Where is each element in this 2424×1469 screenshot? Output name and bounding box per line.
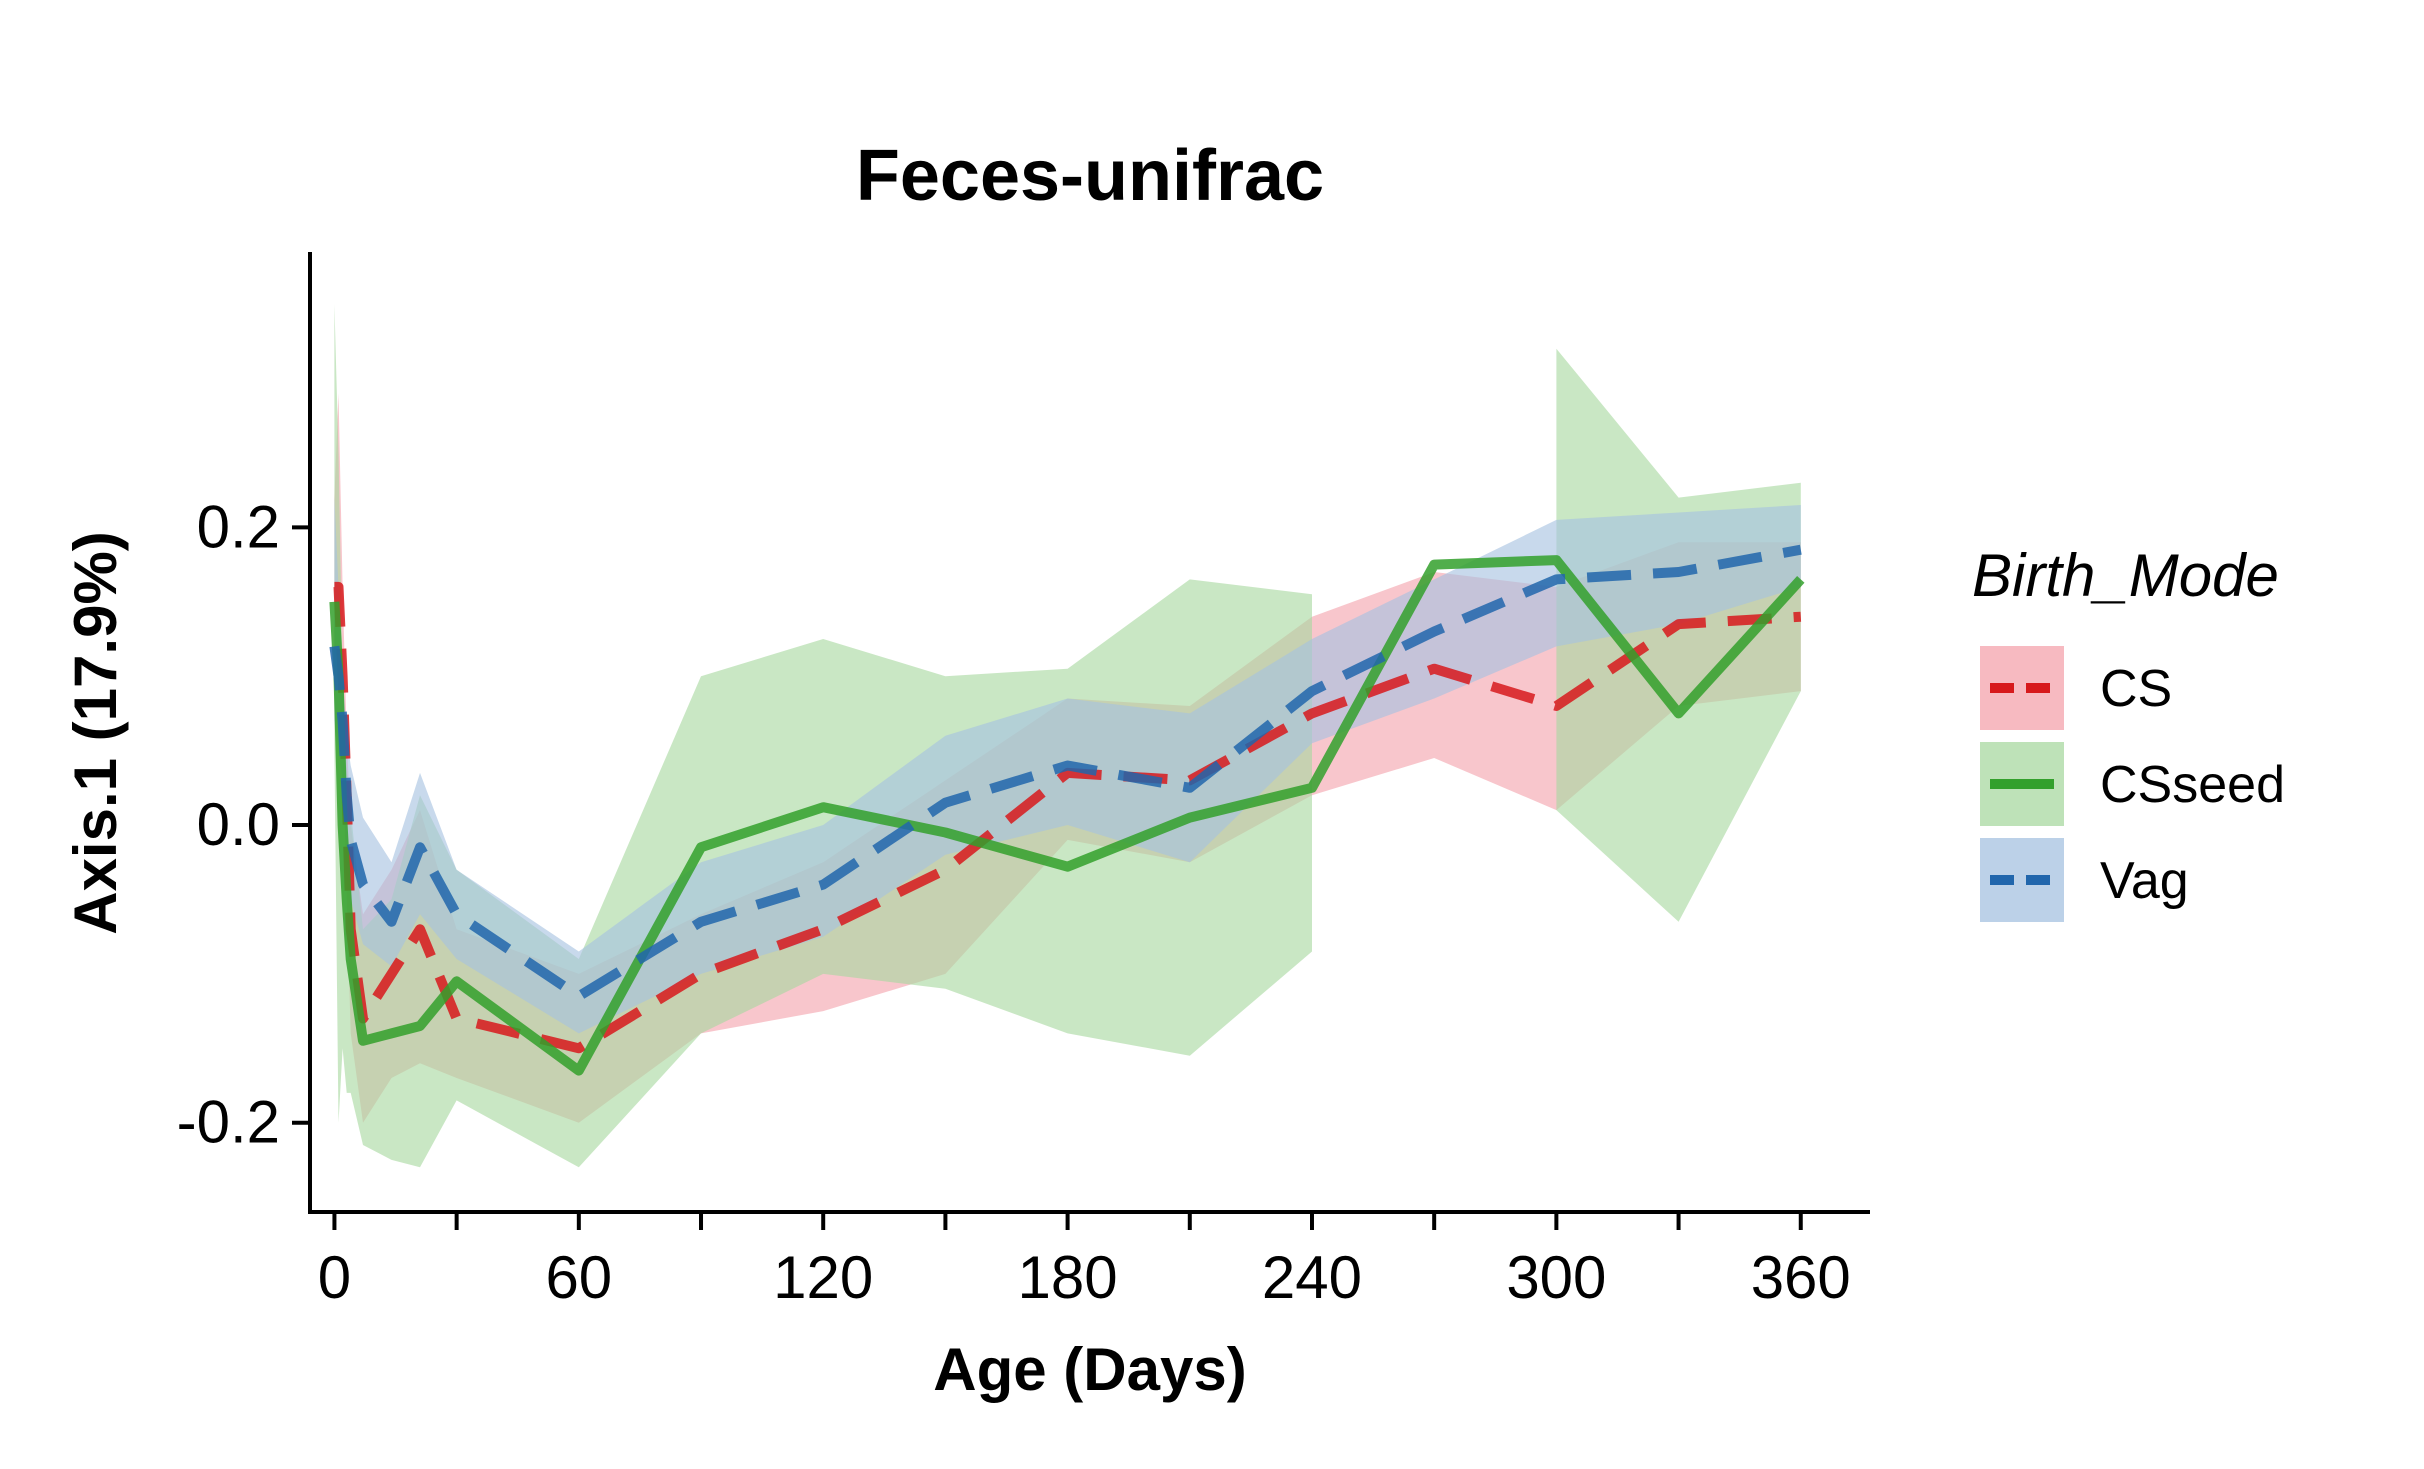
ribbon-csseed-0 (334, 304, 1312, 1168)
legend-label-csseed: CSseed (2100, 756, 2285, 814)
legend-item-cs: CS (1980, 646, 2172, 730)
y-axis-title: Axis.1 (17.9%) (62, 531, 129, 935)
x-axis-ticks: 0 60 120 180 240 300 360 (318, 1212, 1851, 1311)
x-tick-label-360: 360 (1751, 1244, 1851, 1311)
ribbon-csseed-1 (1556, 348, 1801, 922)
x-tick-label-0: 0 (318, 1244, 351, 1311)
line-vag (329, 544, 1802, 1002)
x-tick-label-120: 120 (773, 1244, 873, 1311)
series-lines (329, 544, 1805, 1076)
y-tick-label-0.0: 0.0 (197, 791, 280, 858)
chart-title: Feces-unifrac (856, 136, 1324, 216)
y-tick-label--0.2: -0.2 (177, 1089, 280, 1156)
x-tick-label-300: 300 (1506, 1244, 1606, 1311)
legend-items: CS CSseed Vag (1980, 646, 2285, 922)
y-tick-label-0.2: 0.2 (197, 493, 280, 560)
legend-label-vag: Vag (2100, 852, 2189, 910)
legend-label-cs: CS (2100, 660, 2172, 718)
legend: Birth_Mode CS CSseed Vag (1972, 542, 2285, 922)
x-axis-title: Age (Days) (933, 1336, 1246, 1403)
legend-item-vag: Vag (1980, 838, 2189, 922)
legend-title: Birth_Mode (1972, 542, 2279, 609)
legend-item-csseed: CSseed (1980, 742, 2285, 826)
x-tick-label-60: 60 (545, 1244, 612, 1311)
x-tick-label-240: 240 (1262, 1244, 1362, 1311)
y-axis-ticks: -0.2 0.0 0.2 (177, 493, 310, 1156)
x-tick-label-180: 180 (1018, 1244, 1118, 1311)
